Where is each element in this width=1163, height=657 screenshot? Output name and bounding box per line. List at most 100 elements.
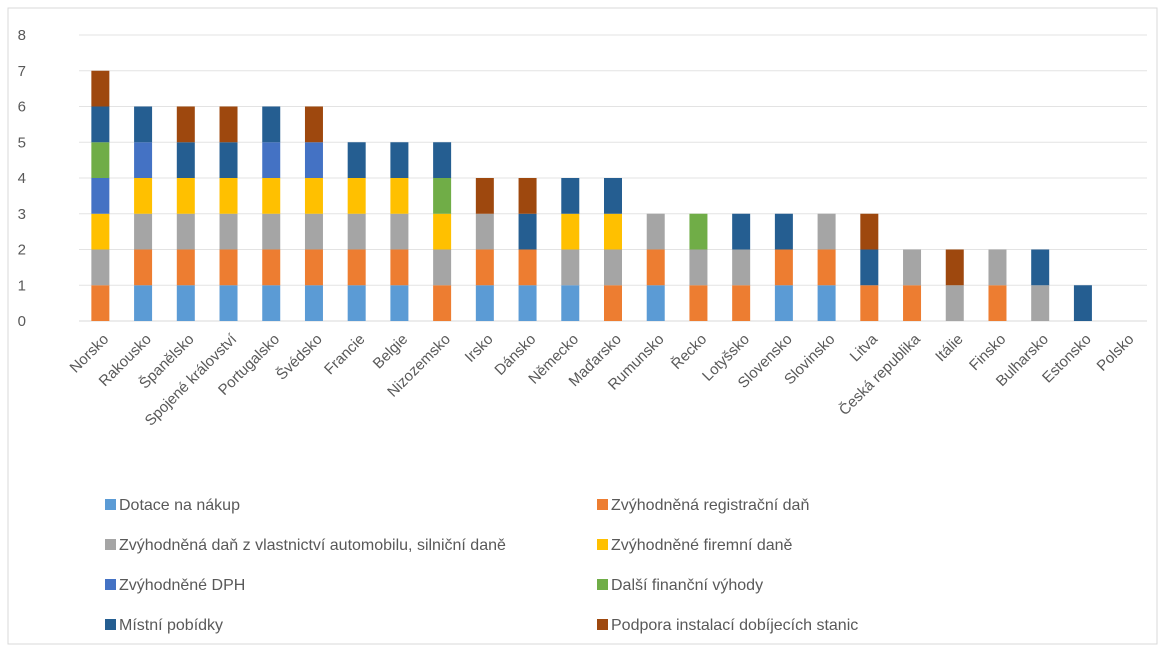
bar-segment	[134, 249, 153, 286]
legend-label: Podpora instalací dobíjecích stanic	[611, 617, 858, 634]
y-tick-label: 2	[18, 242, 26, 259]
bar-segment	[903, 249, 922, 286]
bar-segment	[646, 285, 665, 321]
bar-segment	[134, 285, 153, 321]
legend-swatch	[105, 619, 116, 630]
bar-segment	[390, 213, 409, 250]
y-tick-label: 5	[18, 134, 26, 151]
bar-segment	[1031, 249, 1050, 286]
bar-segment	[475, 213, 494, 250]
bar-segment	[219, 249, 238, 286]
bar-segment	[262, 106, 281, 143]
bar-segment	[561, 285, 580, 321]
bar-segment	[475, 249, 494, 286]
bar-segment	[176, 106, 195, 143]
bar-segment	[945, 285, 964, 321]
bar-segment	[604, 213, 622, 250]
bar-segment	[433, 142, 452, 178]
bar-segment	[91, 142, 110, 178]
bar-segment	[347, 285, 366, 321]
bar-segment	[304, 249, 323, 286]
bar-segment	[390, 285, 409, 321]
legend-label: Zvýhodněné firemní daně	[611, 537, 793, 554]
legend-label: Dotace na nákup	[119, 497, 240, 514]
y-tick-label: 7	[18, 63, 26, 80]
bar-segment	[475, 178, 494, 214]
bars	[91, 70, 1092, 321]
bar-segment	[219, 285, 238, 321]
legend-label: Místní pobídky	[119, 617, 223, 634]
bar-segment	[518, 285, 537, 321]
bar-segment	[347, 142, 366, 178]
legend-swatch	[597, 499, 608, 510]
bar-segment	[176, 249, 195, 286]
bar-segment	[518, 178, 537, 214]
bar-segment	[475, 285, 494, 321]
legend-swatch	[105, 579, 116, 590]
bar-segment	[646, 213, 665, 250]
bar-segment	[219, 106, 238, 143]
bar-segment	[262, 285, 281, 321]
bar-segment	[732, 285, 751, 321]
bar-segment	[91, 285, 110, 321]
y-tick-label: 1	[18, 277, 26, 294]
bar-segment	[390, 249, 409, 286]
y-tick-label: 0	[18, 313, 26, 330]
bar-segment	[347, 249, 366, 286]
bar-segment	[176, 285, 195, 321]
bar-segment	[817, 249, 836, 286]
bar-segment	[134, 213, 153, 250]
legend-swatch	[597, 539, 608, 550]
bar-segment	[1073, 285, 1092, 321]
bar-segment	[860, 249, 879, 286]
bar-segment	[604, 178, 622, 214]
bar-segment	[689, 213, 708, 250]
bar-segment	[732, 213, 751, 250]
legend-label: Zvýhodněné DPH	[119, 577, 245, 594]
bar-segment	[1031, 285, 1050, 321]
bar-segment	[304, 106, 323, 143]
bar-segment	[219, 178, 238, 214]
bar-segment	[91, 70, 110, 107]
legend-swatch	[105, 499, 116, 510]
legend-label: Zvýhodněná daň z vlastnictví automobilu,…	[119, 537, 506, 554]
bar-segment	[646, 249, 665, 286]
bar-segment	[860, 285, 879, 321]
bar-segment	[604, 285, 622, 321]
bar-segment	[91, 106, 110, 143]
bar-segment	[304, 142, 323, 178]
bar-segment	[860, 213, 879, 250]
bar-segment	[304, 178, 323, 214]
bar-segment	[732, 249, 751, 286]
bar-segment	[945, 249, 964, 286]
bar-segment	[134, 178, 153, 214]
bar-segment	[689, 285, 708, 321]
bar-segment	[219, 142, 238, 178]
bar-segment	[134, 142, 153, 178]
bar-segment	[91, 213, 110, 250]
bar-segment	[774, 249, 793, 286]
y-tick-label: 3	[18, 206, 26, 223]
bar-segment	[262, 142, 281, 178]
y-tick-label: 6	[18, 99, 26, 116]
bar-segment	[91, 249, 110, 286]
bar-segment	[903, 285, 922, 321]
y-tick-label: 8	[18, 27, 26, 44]
bar-segment	[561, 178, 580, 214]
chart-frame	[7, 7, 1158, 645]
bar-segment	[988, 285, 1007, 321]
bar-segment	[262, 249, 281, 286]
bar-segment	[518, 213, 537, 250]
bar-segment	[433, 249, 452, 286]
legend: Dotace na nákup Zvýhodněná registrační da…	[105, 497, 858, 634]
bar-segment	[304, 285, 323, 321]
bar-segment	[433, 178, 452, 214]
bar-segment	[262, 178, 281, 214]
bar-segment	[219, 213, 238, 250]
bar-segment	[561, 213, 580, 250]
bar-segment	[433, 285, 452, 321]
y-axis-ticks: 0 1 2 3 4 5 6 7 8	[18, 27, 26, 330]
bar-segment	[347, 178, 366, 214]
